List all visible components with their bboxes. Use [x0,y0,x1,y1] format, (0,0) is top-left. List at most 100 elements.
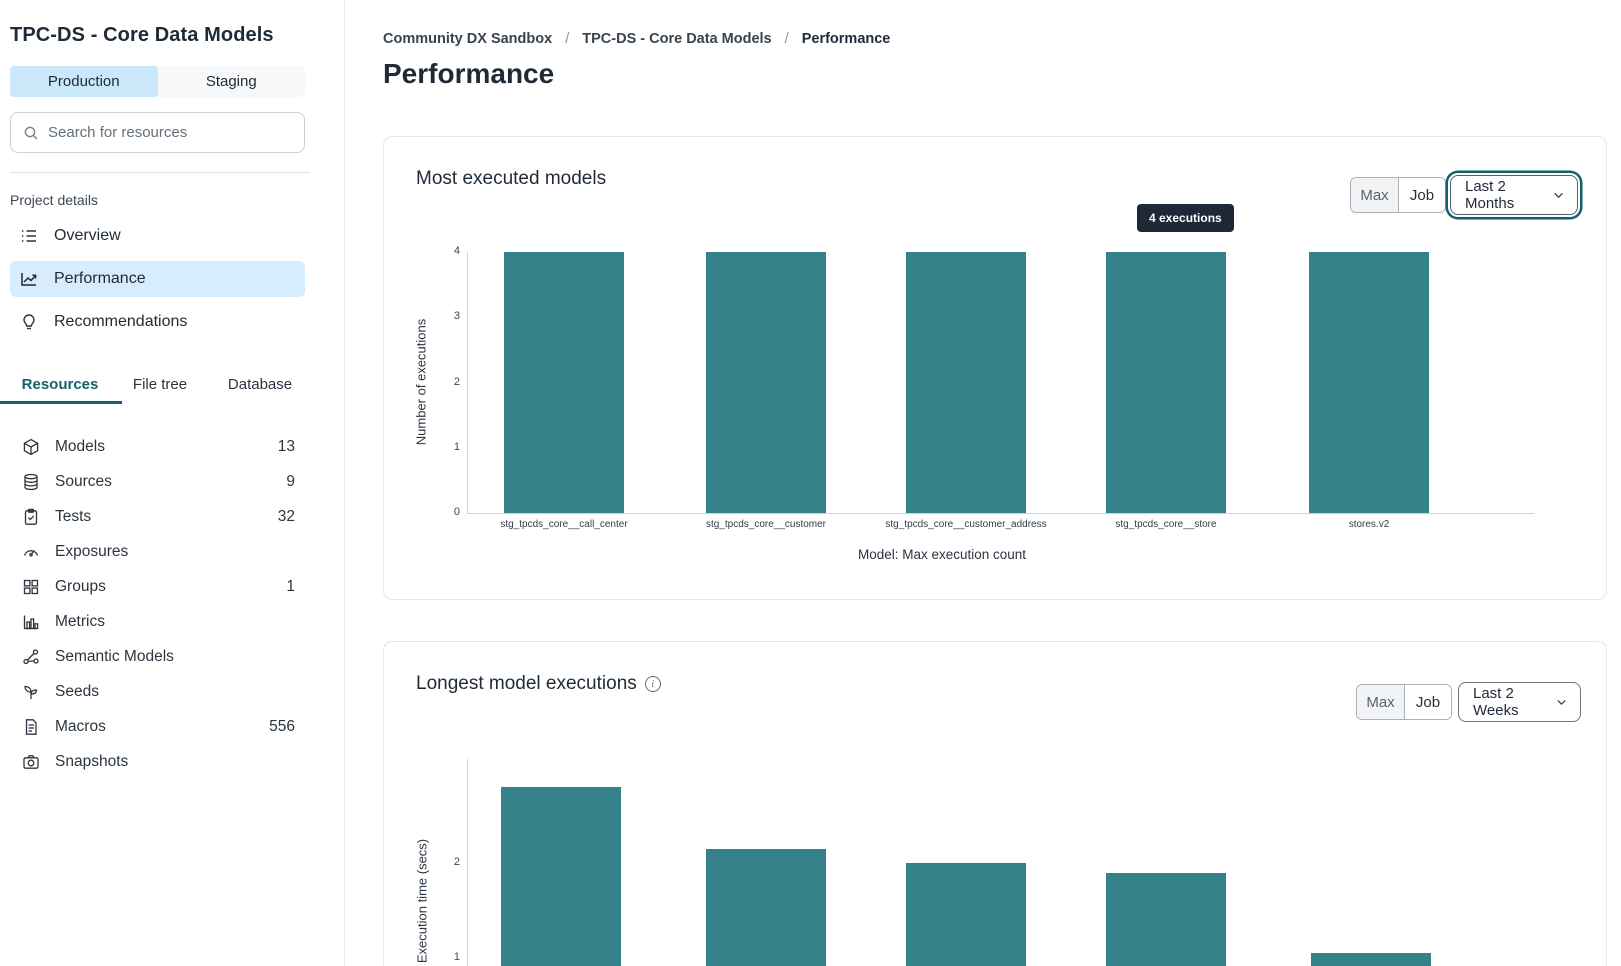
bar-stg_tpcds_core__call_center[interactable] [504,252,624,513]
chart-tooltip: 4 executions [1137,204,1234,232]
bar-series-1[interactable] [706,848,826,966]
bar-series-4[interactable] [1311,953,1431,966]
bar-stg_tpcds_core__store[interactable] [1106,252,1226,513]
resource-row-tests[interactable]: Tests 32 [10,499,305,534]
resource-label: Sources [55,472,112,490]
seedling-icon [22,683,40,701]
resource-row-sources[interactable]: Sources 9 [10,464,305,499]
resource-label: Semantic Models [55,647,174,665]
search-box[interactable] [10,112,305,153]
breadcrumb-item[interactable]: TPC-DS - Core Data Models [582,31,772,47]
resource-row-seeds[interactable]: Seeds [10,674,305,709]
breadcrumb-separator: / [784,31,789,47]
sidebar: TPC-DS - Core Data Models Production Sta… [0,0,345,966]
resource-row-groups[interactable]: Groups 1 [10,569,305,604]
sidebar-tabs: Resources File tree Database [0,368,310,404]
sidebar-item-label: Performance [54,270,146,287]
chart-title: Longest model executions i [416,673,661,695]
chevron-down-icon [1557,699,1566,705]
max-job-toggle: Max Job [1350,177,1446,213]
date-range-select[interactable]: Last 2 Weeks [1458,682,1581,722]
resource-count: 13 [277,437,295,455]
job-toggle-button[interactable]: Job [1398,178,1445,212]
resource-row-models[interactable]: Models 13 [10,429,305,464]
environment-toggle: Production Staging [10,66,305,97]
x-tick-label: stores.v2 [1348,519,1390,530]
resource-row-metrics[interactable]: Metrics [10,604,305,639]
project-details-label: Project details [10,192,98,208]
project-nav: Overview Performance [10,218,305,340]
resource-count: 32 [277,507,295,525]
sidebar-item-recommendations[interactable]: Recommendations [10,304,305,340]
job-toggle-button[interactable]: Job [1404,685,1451,719]
breadcrumb-separator: / [565,31,570,47]
breadcrumb-item-current: Performance [801,31,891,47]
resource-count: 9 [286,472,295,490]
bar-series-2[interactable] [906,863,1026,966]
project-title: TPC-DS - Core Data Models [10,24,274,46]
cube-icon [22,438,40,456]
resource-label: Tests [55,507,92,525]
sidebar-divider [10,172,310,173]
page-title: Performance [383,58,555,89]
env-tab-staging[interactable]: Staging [158,66,306,97]
tab-file-tree[interactable]: File tree [132,376,188,393]
resource-list: Models 13 Sources 9 [10,429,305,779]
x-tick-label: stg_tpcds_core__customer [705,519,827,530]
max-toggle-button[interactable]: Max [1357,685,1404,719]
bar-series-0[interactable] [501,787,621,966]
bar-stg_tpcds_core__customer_address[interactable] [906,252,1026,513]
y-tick-label: 4 [453,245,460,257]
search-icon [24,126,38,140]
tab-resources[interactable]: Resources [0,368,122,404]
info-icon[interactable]: i [644,676,661,692]
tab-database[interactable]: Database [227,376,293,393]
y-tick-label: 1 [453,440,460,453]
resource-label: Seeds [55,682,99,700]
gauge-icon [22,543,40,561]
resource-row-semantic-models[interactable]: Semantic Models [10,639,305,674]
x-tick-label: stg_tpcds_core__call_center [500,519,628,530]
grid-icon [22,578,40,596]
y-axis-line [467,759,468,966]
most-executed-models-card: Most executed models Max Job Last 2 Mont… [383,136,1607,600]
bar-series-3[interactable] [1106,872,1226,966]
bar-stores.v2[interactable] [1309,252,1429,513]
resource-count: 1 [286,577,295,595]
breadcrumb: Community DX Sandbox / TPC-DS - Core Dat… [383,31,890,47]
resource-label: Snapshots [55,752,129,770]
resource-label: Groups [55,577,106,595]
semantic-graph-icon [22,648,40,666]
y-tick-label: 2 [453,856,460,868]
database-icon [22,473,40,491]
clipboard-check-icon [22,508,40,526]
lightbulb-icon [20,313,38,331]
sidebar-item-performance[interactable]: Performance [10,261,305,297]
bar-stg_tpcds_core__customer[interactable] [706,252,826,513]
sidebar-item-label: Overview [54,227,121,244]
date-range-select[interactable]: Last 2 Months [1450,175,1578,215]
resource-row-snapshots[interactable]: Snapshots [10,744,305,779]
longest-model-executions-chart: 1 2 Execution time (secs) [384,642,1606,966]
resource-row-exposures[interactable]: Exposures [10,534,305,569]
max-job-toggle: Max Job [1356,684,1452,720]
search-input[interactable] [48,124,292,141]
y-tick-label: 2 [453,375,460,388]
camera-icon [22,753,40,771]
resource-row-macros[interactable]: Macros 556 [10,709,305,744]
chart-title: Most executed models [416,168,607,189]
date-range-value: Last 2 Weeks [1473,685,1519,719]
x-axis-title: Model: Max execution count [857,547,1027,562]
resource-label: Models [55,437,105,455]
longest-model-executions-card: Longest model executions i Max Job Last … [383,641,1607,966]
most-executed-models-chart: 0 1 2 3 4 stg_tpcds_core__call_center stg_tpcd… [384,137,1606,599]
date-range-value: Last 2 Months [1465,178,1515,212]
x-tick-label: stg_tpcds_core__store [1115,519,1217,530]
sidebar-item-overview[interactable]: Overview [10,218,305,254]
max-toggle-button[interactable]: Max [1351,178,1398,212]
x-axis-line [467,513,1534,514]
env-tab-production[interactable]: Production [10,66,158,97]
sidebar-item-label: Recommendations [54,313,188,330]
breadcrumb-item[interactable]: Community DX Sandbox [383,31,553,47]
